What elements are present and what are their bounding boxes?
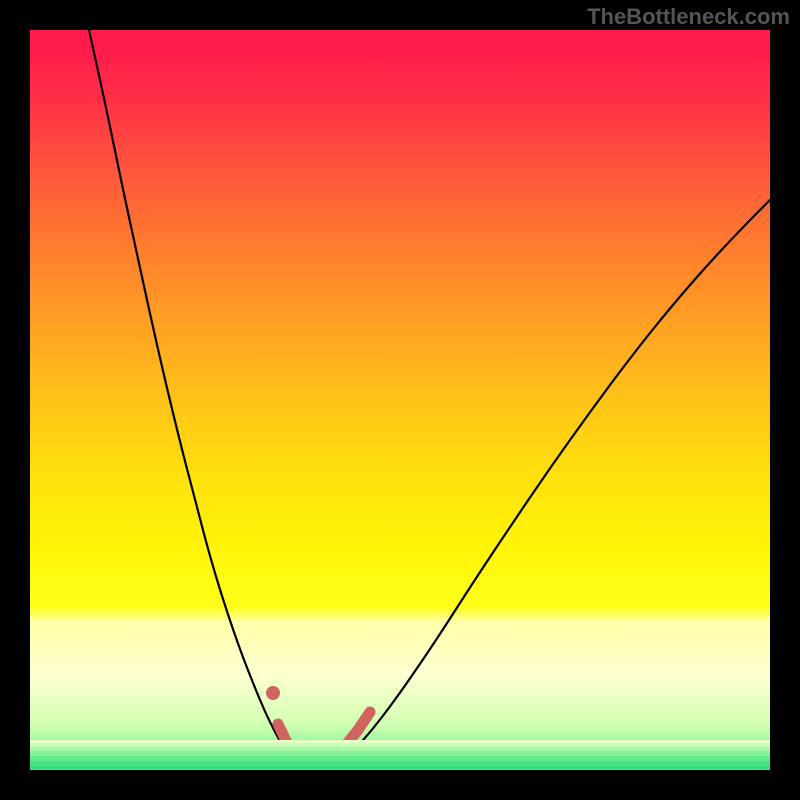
plot-area (30, 30, 770, 770)
chart-container: TheBottleneck.com (0, 0, 800, 800)
green-zone-bands (30, 740, 770, 770)
watermark-text: TheBottleneck.com (587, 4, 790, 30)
bottleneck-curve (30, 30, 770, 770)
